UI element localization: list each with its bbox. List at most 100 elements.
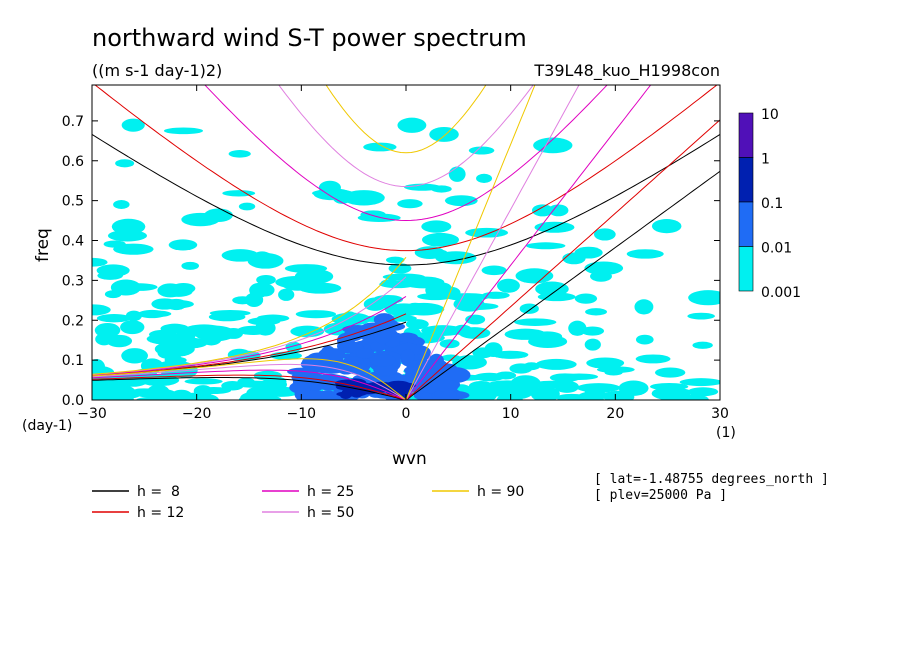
gravity-curve <box>94 85 718 252</box>
shading-blob-low <box>318 180 341 195</box>
shading-blob-low <box>430 249 448 257</box>
colorbar-label: 0.01 <box>761 241 792 257</box>
shading-blob-low <box>164 285 193 297</box>
shading-blob-low <box>107 229 148 242</box>
shading-blob-low <box>635 334 654 345</box>
shading-blob-mid <box>400 349 415 364</box>
y-axis-label: freq <box>33 228 53 262</box>
legend-label: h = 50 <box>307 505 354 521</box>
shading-blob-low <box>626 249 664 259</box>
colorbar-swatch <box>738 201 754 247</box>
shading-blob-low <box>497 278 520 293</box>
shading-blob-low <box>530 386 560 400</box>
kelvin-curve <box>405 119 720 400</box>
shading-blob-low <box>163 127 204 135</box>
shading-blob-low <box>522 362 541 371</box>
shading-blob-high <box>340 392 352 399</box>
shading-blob-low <box>160 299 194 309</box>
rossby-curve <box>92 377 407 400</box>
shading-blob-low <box>228 150 251 158</box>
shading-blob-low <box>96 264 130 277</box>
dispersion-curves <box>92 85 720 400</box>
shading-blob-low <box>687 312 715 320</box>
shading-blob-low <box>468 146 495 155</box>
shading-blob-low <box>196 386 232 395</box>
shading-blob-low <box>184 378 223 385</box>
shading-blob-low <box>452 355 487 370</box>
legend: h = 8 h = 12 h = 25 h = 50 h = 90 <box>92 484 524 521</box>
shading-blob-low <box>237 325 270 336</box>
shading-blob-low <box>473 372 505 382</box>
y-tick-label: 0.3 <box>62 273 84 289</box>
x-tick-label: 10 <box>502 406 520 422</box>
shading-blob-low <box>489 384 511 392</box>
shading-blob-high <box>352 388 376 394</box>
shading-blob-low <box>560 373 599 380</box>
shading-blob-low <box>113 243 154 255</box>
shading-blob-low <box>342 190 385 206</box>
shading-blob-mid <box>440 367 471 383</box>
shading-blob-low <box>492 350 529 359</box>
shading-blob-low <box>121 348 148 364</box>
kelvin-curve <box>405 170 720 400</box>
shading-blob-low <box>535 358 577 370</box>
shading-blob-low <box>584 338 601 351</box>
y-tick-label: 0.1 <box>62 353 84 369</box>
shading-blob-low <box>397 117 427 133</box>
shading-blob-mid <box>429 379 459 390</box>
x-axis: −30 −20 −10 0 10 20 30 <box>77 85 729 422</box>
shading-blob-low <box>94 322 121 338</box>
shading-blob-low <box>209 309 251 317</box>
shading-blob-low <box>284 264 328 273</box>
shading-blob-low <box>651 386 691 400</box>
shading-blob-high <box>391 382 416 389</box>
shading-blob-low <box>238 394 282 400</box>
shading-blob-low <box>576 383 621 393</box>
shading-blob-low <box>181 212 220 227</box>
gravity-curve <box>92 133 720 266</box>
x-tick-label: 30 <box>711 406 729 422</box>
rossby-curve <box>92 369 407 400</box>
shading-blob-low <box>421 325 465 336</box>
y-tick-label: 0.2 <box>62 313 84 329</box>
x-tick-label: 20 <box>606 406 624 422</box>
colorbar-swatch <box>738 112 754 158</box>
shading-blob-low <box>125 310 142 322</box>
shading-blob-low <box>168 239 198 251</box>
shading-blob-low <box>96 391 140 400</box>
y-tick-label: 0.6 <box>62 154 84 170</box>
shading-blob-mid <box>440 390 457 400</box>
shading-blob-low <box>585 308 607 316</box>
shading-blob-mid <box>373 364 398 376</box>
shading-blob-low <box>417 292 454 301</box>
colorbar-swatch <box>738 157 754 203</box>
shading-blob-low <box>110 279 142 296</box>
shading-blob-low <box>537 292 576 302</box>
colorbar-label: 0.001 <box>761 285 801 301</box>
shading-blob-low <box>635 354 671 364</box>
shading-blob-low <box>444 195 478 207</box>
colorbar-label: 0.1 <box>761 196 783 212</box>
shading-blob-low <box>385 256 405 264</box>
colorbar-swatch <box>738 246 754 292</box>
gravity-curve <box>278 85 534 188</box>
shading-blob-low <box>92 365 109 374</box>
shading-blob-low <box>590 270 612 282</box>
shading-blob-mid <box>336 332 355 348</box>
shading-blob-low <box>169 389 194 400</box>
shading-blob-low <box>531 204 554 217</box>
shading-blob-low <box>421 220 452 233</box>
shading-blob-mid <box>355 348 375 359</box>
shading-blob-low <box>655 367 686 378</box>
shading-blob-low <box>278 288 295 301</box>
shading-blob-low <box>504 328 547 340</box>
shading-blob-low <box>295 310 337 319</box>
shading-blob-low <box>574 293 598 304</box>
rossby-curve <box>92 358 407 400</box>
mrg-curve <box>92 256 407 375</box>
shading-blob-low <box>181 261 199 270</box>
shading-blob-low <box>574 246 603 259</box>
colorbar-label: 1 <box>761 152 770 168</box>
shading-blob-low <box>464 386 498 400</box>
shading-blob-low <box>465 227 509 238</box>
